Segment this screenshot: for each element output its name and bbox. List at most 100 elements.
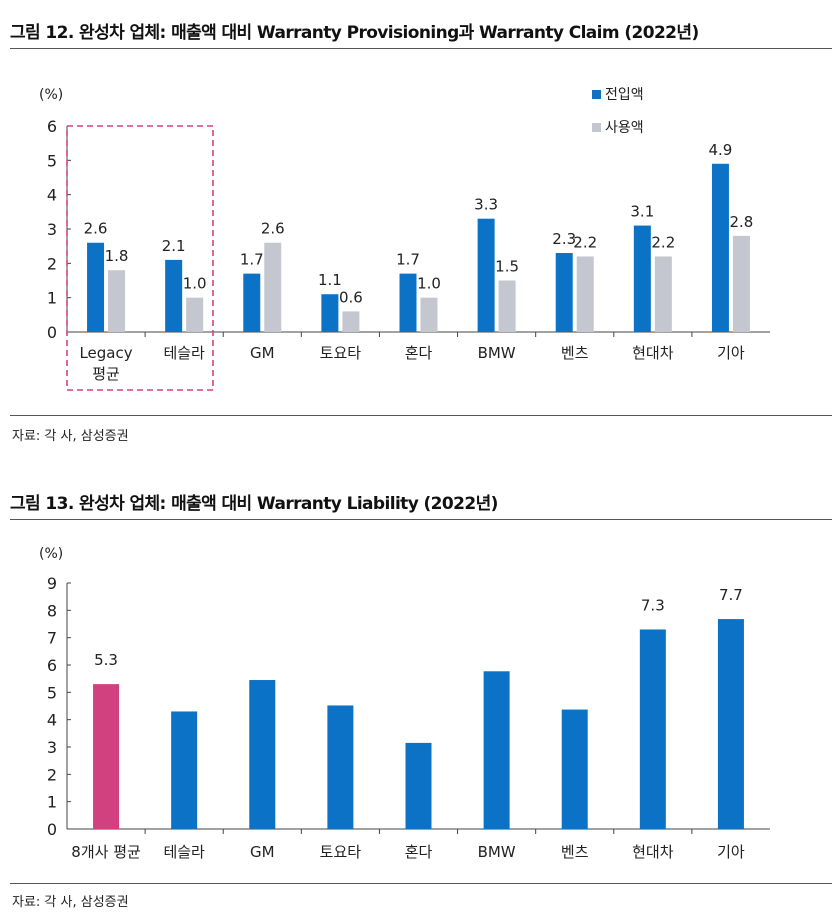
bar-liability	[639, 629, 666, 829]
y-tick-label: 9	[47, 574, 57, 593]
x-category-label: GM	[250, 344, 275, 362]
bar-liability	[717, 619, 744, 829]
data-label-claim: 2.2	[573, 233, 597, 251]
data-label-claim: 0.6	[339, 288, 363, 306]
legend-swatch-claim	[592, 122, 601, 132]
y-tick-label: 1	[47, 793, 57, 812]
bar-average	[93, 684, 120, 829]
y-tick-label: 5	[47, 151, 57, 170]
bar-liability	[327, 705, 354, 829]
data-label-liability: 7.7	[719, 586, 743, 604]
figure-13-title-rule	[10, 519, 832, 520]
figure-13-chart: 0 1 2 3 4 5 6 7 8 9 (%) 5.3 8개사 평균 테슬라 GM 토요타 혼다 BMW 벤츠 7.3…	[39, 546, 770, 861]
data-label-provision: 1.7	[240, 251, 264, 269]
figure-13-title: 그림 13. 완성차 업체: 매출액 대비 Warranty Liability…	[10, 494, 498, 514]
bar-liability	[483, 671, 510, 829]
data-label-provision: 2.6	[84, 220, 108, 238]
data-label-provision: 1.7	[396, 251, 420, 269]
bar-liability	[249, 680, 276, 829]
data-label-claim: 2.2	[651, 233, 675, 251]
highlight-box	[66, 125, 214, 391]
y-tick-label: 3	[47, 220, 57, 239]
y-tick-label: 2	[47, 765, 57, 784]
bar-liability	[561, 709, 588, 829]
y-tick-label: 6	[47, 656, 57, 675]
bar-provision	[477, 218, 495, 332]
legend-item-provision: 전입액	[592, 84, 644, 104]
y-tick-label: 1	[47, 289, 57, 308]
x-category-label: 기아	[717, 344, 745, 362]
x-category-label: 토요타	[320, 344, 362, 362]
x-category-label: 벤츠	[561, 344, 589, 362]
data-label-provision: 2.1	[162, 237, 186, 255]
data-label-claim: 1.0	[417, 275, 441, 293]
figure-13-bottom-rule	[10, 883, 832, 884]
x-category-label: 평균	[92, 365, 120, 383]
bar-provision	[321, 294, 339, 332]
y-tick-label: 2	[47, 254, 57, 273]
bar-provision	[711, 163, 729, 332]
figure-12-chart: 0 1 2 3 4 5 6 (%) 2.6 1.8 Legacy 평균 2.1 1.0 테슬라 1.7 2.6 G…	[39, 87, 770, 391]
y-axis-unit: (%)	[39, 87, 63, 103]
bar-claim	[342, 311, 360, 332]
bar-provision	[87, 242, 105, 332]
data-label-claim: 2.8	[730, 213, 754, 231]
data-label-provision: 2.3	[552, 230, 576, 248]
figure-12-bottom-rule	[10, 415, 832, 416]
x-category-label: BMW	[478, 843, 516, 861]
y-axis-unit: (%)	[39, 546, 63, 562]
y-tick-label: 4	[47, 711, 57, 730]
y-tick-label: 5	[47, 683, 57, 702]
bar-claim	[576, 256, 594, 332]
y-tick-label: 4	[47, 186, 57, 205]
x-category-label: Legacy	[79, 344, 132, 362]
bar-claim	[264, 242, 282, 332]
figure-12-title-rule	[10, 48, 832, 49]
data-label-claim: 1.8	[105, 247, 129, 265]
bar-claim	[498, 280, 516, 332]
bar-claim	[108, 270, 126, 332]
bar-claim	[654, 256, 672, 332]
y-tick-label: 8	[47, 601, 57, 620]
figure-13-source: 자료: 각 사, 삼성증권	[12, 895, 129, 910]
bar-provision	[399, 273, 417, 332]
bar-provision	[555, 253, 573, 332]
data-label-claim: 1.5	[495, 258, 519, 276]
figure-12-legend: 전입액 사용액	[592, 84, 644, 137]
legend-label-claim: 사용액	[605, 120, 644, 136]
x-category-label: 혼다	[405, 344, 433, 362]
data-label-provision: 1.1	[318, 271, 342, 289]
x-category-label: 토요타	[320, 843, 362, 861]
figure-12-source: 자료: 각 사, 삼성증권	[12, 429, 129, 444]
data-label-liability: 7.3	[641, 596, 665, 614]
legend-label-provision: 전입액	[605, 87, 644, 103]
x-category-label: 기아	[717, 843, 745, 861]
x-category-label: 벤츠	[561, 843, 589, 861]
bar-provision	[633, 225, 651, 332]
figure-12-title: 그림 12. 완성차 업체: 매출액 대비 Warranty Provision…	[10, 23, 699, 43]
legend-item-claim: 사용액	[592, 117, 644, 137]
legend-swatch-provision	[592, 89, 601, 99]
data-label-claim: 2.6	[261, 220, 285, 238]
x-category-label: 8개사 평균	[71, 843, 141, 861]
y-tick-label: 3	[47, 738, 57, 757]
bar-claim	[732, 235, 750, 332]
x-category-label: 혼다	[405, 843, 433, 861]
data-label-provision: 3.1	[630, 203, 654, 221]
x-category-label: 현대차	[632, 344, 674, 362]
x-category-label: BMW	[478, 344, 516, 362]
bar-provision	[243, 273, 261, 332]
data-label-liability: 5.3	[94, 651, 118, 669]
y-tick-label: 7	[47, 629, 57, 648]
y-tick-label: 6	[47, 117, 57, 136]
x-category-label: GM	[250, 843, 275, 861]
y-tick-label: 0	[47, 323, 57, 342]
bar-claim	[186, 297, 204, 332]
bar-claim	[420, 297, 438, 332]
bar-provision	[165, 259, 183, 332]
y-tick-label: 0	[47, 820, 57, 839]
bar-liability	[405, 742, 432, 829]
x-category-label: 테슬라	[163, 344, 205, 362]
x-category-label: 현대차	[632, 843, 674, 861]
data-label-provision: 4.9	[709, 141, 733, 159]
